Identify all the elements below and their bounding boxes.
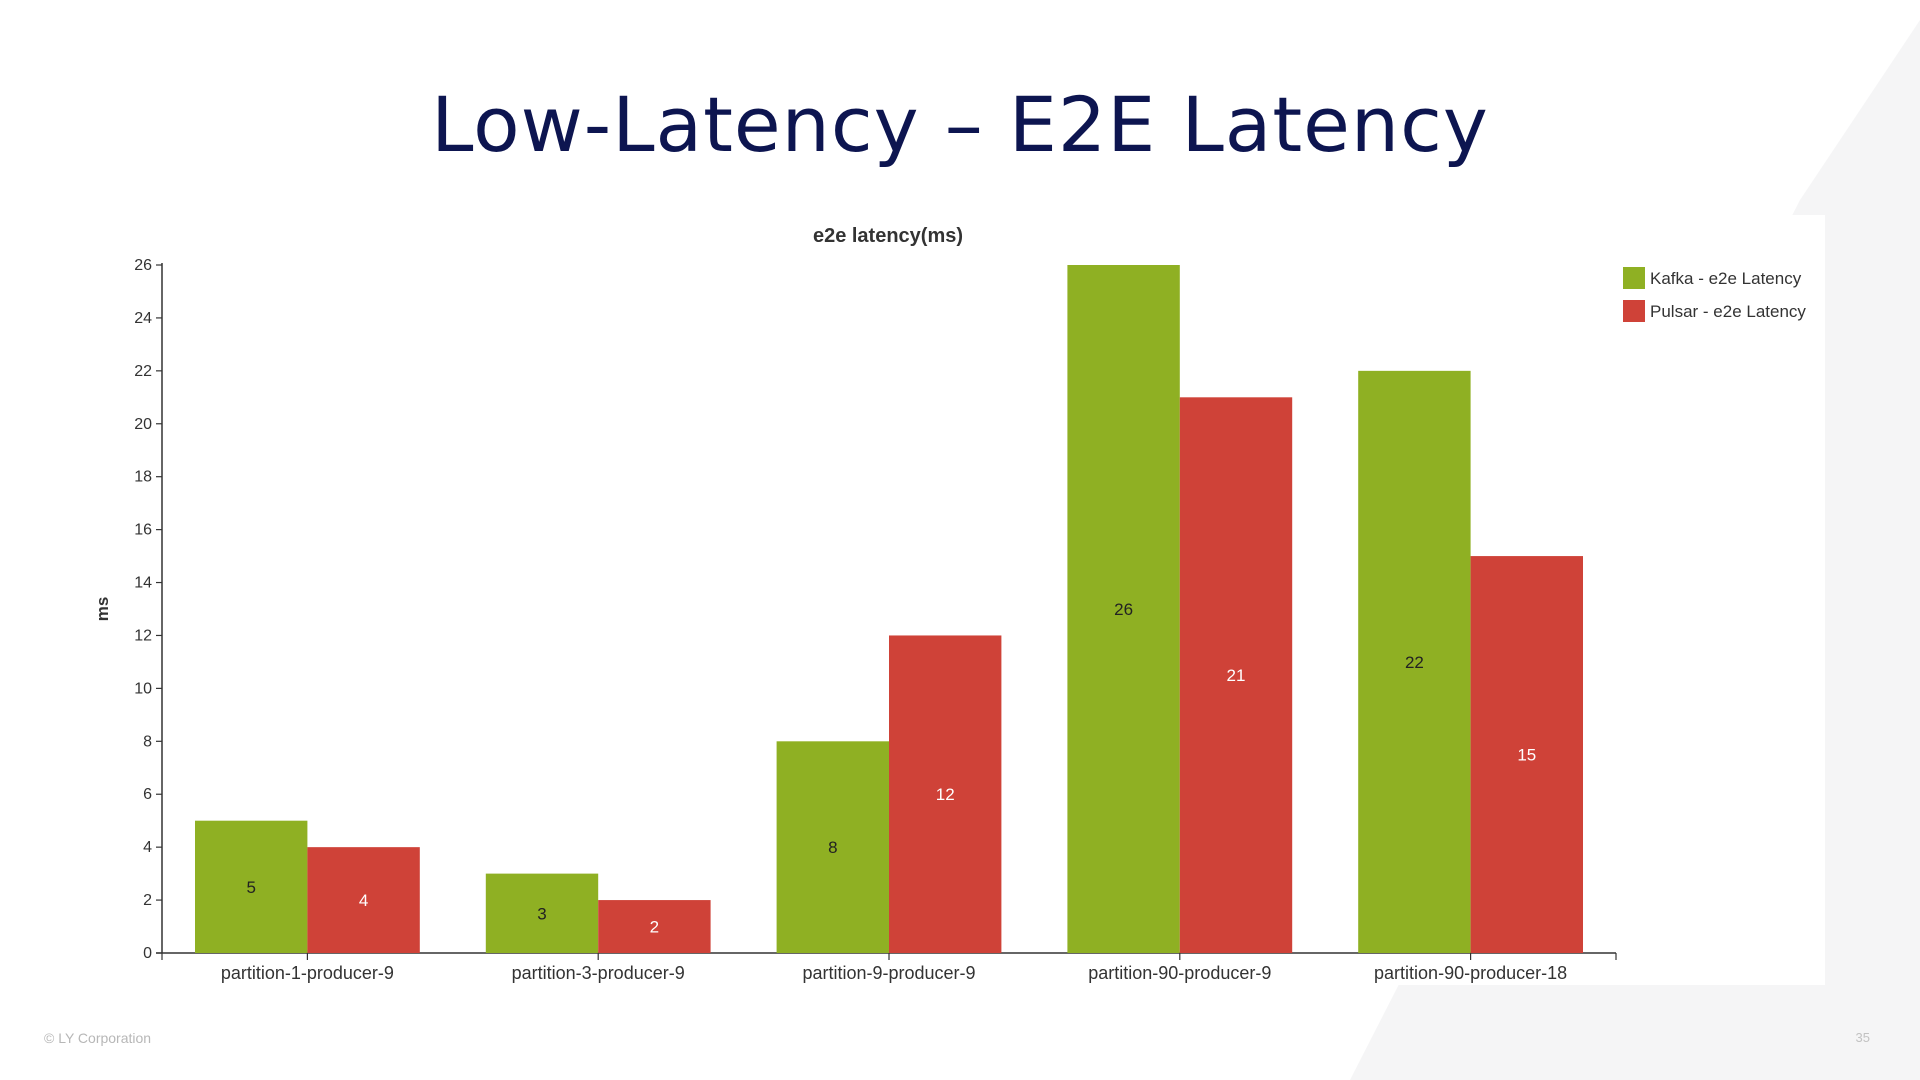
x-tick-label: partition-9-producer-9 — [802, 963, 975, 983]
y-tick-label: 2 — [143, 892, 152, 909]
data-label: 3 — [537, 904, 546, 923]
data-label: 2 — [650, 918, 659, 937]
bar-pulsar-3 — [1179, 397, 1293, 953]
bar-pulsar-0 — [307, 847, 420, 953]
y-tick-label: 20 — [134, 416, 152, 433]
data-label: 4 — [359, 891, 368, 910]
x-tick-label: partition-1-producer-9 — [221, 963, 394, 983]
legend-swatch — [1623, 267, 1645, 289]
y-axis-label: ms — [93, 597, 112, 622]
data-label: 5 — [246, 878, 255, 897]
y-tick-label: 24 — [134, 310, 152, 327]
bar-kafka-4 — [1358, 370, 1471, 953]
y-tick-label: 12 — [134, 627, 152, 644]
bar-kafka-1 — [485, 873, 599, 953]
bar-pulsar-2 — [889, 635, 1002, 953]
data-label: 21 — [1227, 666, 1246, 685]
page-number: 35 — [1855, 1030, 1870, 1045]
x-tick-label: partition-3-producer-9 — [512, 963, 685, 983]
y-tick-label: 6 — [143, 786, 152, 803]
chart-title: e2e latency(ms) — [813, 225, 963, 247]
legend-label: Pulsar - e2e Latency — [1650, 302, 1806, 321]
bar-kafka-2 — [776, 741, 889, 953]
bar-kafka-0 — [195, 820, 308, 953]
bar-kafka-3 — [1067, 265, 1180, 953]
bar-chart: e2e latency(ms)ms02468101214161820222426… — [93, 225, 1806, 983]
y-tick-label: 22 — [134, 363, 152, 380]
data-label: 8 — [828, 838, 837, 857]
data-label: 26 — [1114, 600, 1133, 619]
slide-title: Low-Latency – E2E Latency — [431, 80, 1489, 169]
y-tick-label: 16 — [134, 522, 152, 539]
copyright-text: © LY Corporation — [44, 1030, 152, 1046]
x-tick-label: partition-90-producer-18 — [1374, 963, 1567, 983]
y-tick-label: 8 — [143, 733, 152, 750]
bar-pulsar-1 — [598, 900, 711, 953]
x-tick-label: partition-90-producer-9 — [1088, 963, 1271, 983]
y-tick-label: 26 — [134, 257, 152, 274]
y-tick-label: 0 — [143, 945, 152, 962]
legend-swatch — [1623, 300, 1645, 322]
data-label: 12 — [936, 785, 955, 804]
data-label: 22 — [1405, 653, 1424, 672]
y-tick-label: 14 — [134, 575, 152, 592]
chart-panel: e2e latency(ms) ms 0 2 4 6 8 10 12 14 16 18 20 22 24 26… — [80, 215, 1825, 985]
y-tick-label: 10 — [134, 680, 152, 697]
bar-pulsar-4 — [1470, 556, 1583, 953]
y-tick-label: 18 — [134, 469, 152, 486]
data-label: 15 — [1517, 746, 1536, 765]
y-tick-label: 4 — [143, 839, 152, 856]
legend-label: Kafka - e2e Latency — [1650, 269, 1802, 288]
